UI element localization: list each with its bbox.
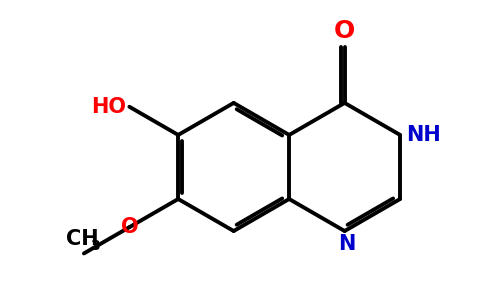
Text: CH: CH [66,229,99,249]
Text: N: N [338,234,356,254]
Text: 3: 3 [91,239,100,254]
Text: NH: NH [406,125,440,145]
Text: O: O [121,217,138,237]
Text: O: O [334,19,355,43]
Text: HO: HO [91,97,126,117]
